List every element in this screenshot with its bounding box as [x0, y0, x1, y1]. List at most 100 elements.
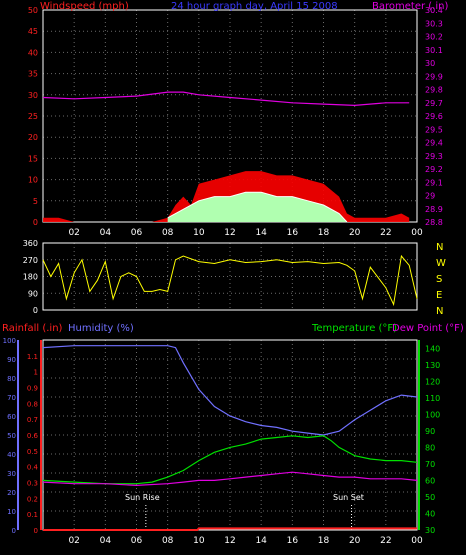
panel-3-axes: 02 04 06 08 10 12 14 16 18 20 22 000102030405060708… — [3, 337, 441, 546]
direction-tick: 0 — [33, 306, 38, 315]
windspeed-tick: 20 — [28, 133, 38, 142]
windspeed-tick: 15 — [28, 154, 38, 163]
humidity-tick: 0 — [12, 527, 16, 535]
time-tick-label: 04 — [100, 228, 112, 238]
rainfall-line — [43, 527, 417, 531]
time-tick-label: 22 — [380, 228, 391, 238]
rainfall-tick: 0.8 — [27, 400, 38, 408]
time-tick-label: 16 — [287, 228, 299, 238]
barometer-tick: 29.9 — [425, 72, 443, 81]
temperature-tick: 120 — [425, 377, 440, 386]
windspeed-tick: 25 — [28, 112, 38, 121]
barometer-line — [42, 91, 410, 107]
chart-title: 24 hour graph day, April 15 2008 — [171, 1, 338, 12]
time-tick-label: 08 — [162, 228, 174, 238]
temperature-tick: 130 — [425, 361, 440, 370]
compass-tick: W — [436, 258, 446, 269]
barometer-tick: 29.1 — [425, 178, 443, 187]
rainfall-tick: 1 — [34, 369, 38, 377]
wind-line — [167, 191, 348, 223]
time-axis-1: 02 04 06 08 10 12 14 16 18 20 22 00 — [68, 228, 423, 238]
time-tick-label: 22 — [380, 536, 391, 546]
time-tick-label: 12 — [224, 228, 235, 238]
time-tick-label: 00 — [411, 536, 423, 546]
time-tick-label: 06 — [131, 536, 143, 546]
time-tick-label: 20 — [349, 228, 361, 238]
temperature-tick: 70 — [425, 460, 435, 469]
temperature-tick: 30 — [425, 526, 435, 535]
windspeed-tick: 0 — [33, 218, 38, 227]
sunrise-annotation: Sun Rise — [125, 493, 160, 502]
rainfall-label: Rainfall (.in) — [2, 323, 63, 334]
rainfall-tick: 0.9 — [27, 385, 38, 393]
barometer-tick: 30.2 — [425, 33, 443, 42]
time-tick-label: 08 — [162, 536, 174, 546]
windspeed-axis: 0 5 10 15 20 25 30 35 40 45 50 — [28, 6, 38, 227]
wind-direction-line — [42, 254, 418, 307]
barometer-axis: 28.8 28.9 29 29.1 29.2 29.3 29.4 29.5 29.6 29.7 29… — [425, 6, 443, 227]
barometer-tick: 30.1 — [425, 46, 443, 55]
direction-degree-axis: 0 90 180 270 360 — [23, 239, 38, 315]
humidity-tick: 60 — [7, 413, 16, 421]
temperature-tick: 40 — [425, 509, 435, 518]
series-panel-2 — [42, 254, 418, 307]
temperature-line — [42, 435, 418, 485]
barometer-tick: 30.3 — [425, 19, 443, 28]
compass-tick: S — [436, 274, 442, 285]
direction-tick: 90 — [28, 289, 38, 298]
rainfall-tick: 0.4 — [27, 464, 39, 472]
barometer-tick: 28.9 — [425, 205, 443, 214]
compass-tick: N — [436, 306, 443, 317]
time-tick-label: 02 — [68, 536, 79, 546]
time-tick-label: 14 — [255, 536, 267, 546]
barometer-tick: 29.5 — [425, 125, 443, 134]
dewpoint-line — [42, 471, 418, 487]
humidity-tick: 40 — [7, 451, 16, 459]
panel-rain-hum-temp: 02 04 06 08 10 12 14 16 18 20 22 000102030405060708… — [2, 323, 464, 546]
temperature-tick: 50 — [425, 493, 435, 502]
windspeed-tick: 10 — [28, 176, 38, 185]
time-tick-label: 18 — [318, 228, 330, 238]
compass-tick: E — [436, 290, 442, 301]
frame-panel-3 — [42, 339, 418, 531]
humidity-label: Humidity (%) — [68, 323, 134, 334]
time-tick-label: 00 — [411, 228, 423, 238]
dewpoint-label: Dew Point (°F) — [392, 323, 464, 334]
series-panel-3 — [42, 345, 418, 531]
rainfall-tick: 0.2 — [27, 495, 38, 503]
compass-tick: N — [436, 242, 443, 253]
barometer-tick: 30 — [425, 59, 435, 68]
barometer-tick: 29.4 — [425, 139, 443, 148]
time-tick-label: 04 — [100, 536, 112, 546]
humidity-tick: 20 — [7, 489, 16, 497]
time-tick-label: 02 — [68, 228, 79, 238]
barometer-tick: 29.8 — [425, 86, 443, 95]
barometer-tick: 30.4 — [425, 6, 443, 15]
rainfall-tick: 0.3 — [27, 480, 38, 488]
sunset-annotation: Sun Set — [333, 493, 364, 502]
time-tick-label: 14 — [255, 228, 267, 238]
barometer-tick: 29.6 — [425, 112, 443, 121]
time-tick-label: 10 — [193, 228, 205, 238]
direction-tick: 180 — [23, 273, 38, 282]
rainfall-tick: 0.7 — [27, 416, 38, 424]
humidity-tick: 80 — [7, 375, 16, 383]
humidity-tick: 50 — [7, 432, 16, 440]
rainfall-tick: 0.6 — [27, 432, 39, 440]
temperature-tick: 110 — [425, 394, 440, 403]
time-tick-label: 12 — [224, 536, 235, 546]
windspeed-tick: 5 — [33, 197, 38, 206]
barometer-label: Barometer (.in) — [372, 1, 448, 12]
windspeed-tick: 50 — [28, 6, 38, 15]
barometer-tick: 29.3 — [425, 152, 443, 161]
barometer-tick: 29 — [425, 192, 435, 201]
humidity-tick: 90 — [7, 356, 16, 364]
humidity-tick: 30 — [7, 470, 16, 478]
time-tick-label: 16 — [287, 536, 299, 546]
temperature-tick: 140 — [425, 344, 440, 353]
time-tick-label: 18 — [318, 536, 330, 546]
humidity-line — [42, 345, 418, 436]
